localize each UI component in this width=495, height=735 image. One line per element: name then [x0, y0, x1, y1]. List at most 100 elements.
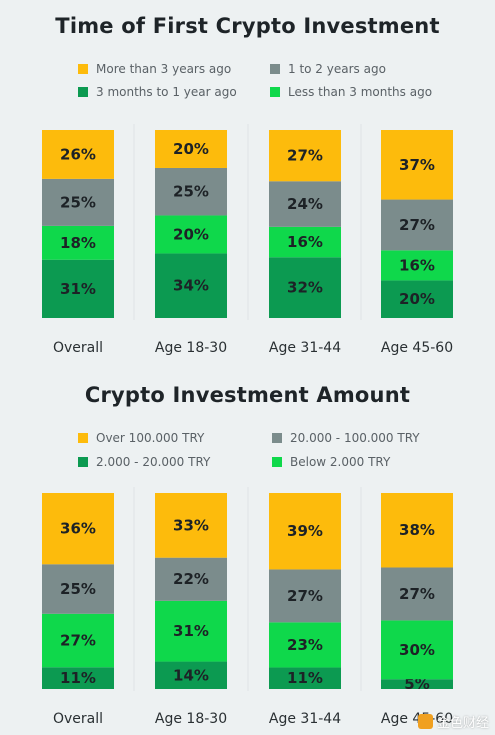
legend-label: 20.000 - 100.000 TRY [290, 431, 420, 445]
bar-segment [42, 178, 114, 226]
bar-segment [269, 622, 341, 668]
legend-swatch-gray [270, 64, 280, 74]
bar-segment [155, 253, 227, 318]
chart-legend: Over 100.000 TRY 20.000 - 100.000 TRY 2.… [0, 428, 495, 478]
data-label: 26% [60, 145, 96, 163]
stacked-bar-chart-investment-amount: 11% 27% 25% 36% Overall 14% 31% 22% 33% Age 18-30… [42, 487, 453, 727]
bar-segment [381, 620, 453, 680]
data-label: 39% [287, 522, 323, 540]
legend-item: Below 2.000 TRY [272, 455, 390, 469]
legend-item: More than 3 years ago [78, 62, 231, 76]
bar-segment [155, 167, 227, 216]
chart-panel-investment-amount: Crypto Investment Amount Over 100.000 TR… [0, 368, 495, 735]
data-label: 5% [404, 675, 429, 693]
bar-segment [155, 215, 227, 254]
bar-segment [269, 181, 341, 227]
data-label: 20% [173, 225, 209, 243]
bar-segment [381, 199, 453, 251]
legend-swatch-dark-green [78, 87, 88, 97]
bar-segment [42, 613, 114, 668]
category-label: Age 31-44 [269, 711, 341, 727]
data-label: 11% [287, 669, 323, 687]
bar-segment [269, 130, 341, 182]
bar-segment [381, 679, 453, 689]
bar-segment [155, 130, 227, 168]
legend-swatch-yellow [78, 64, 88, 74]
bar-segment [381, 493, 453, 568]
data-label: 25% [60, 193, 96, 211]
bar-segment [269, 493, 341, 570]
legend-item: 3 months to 1 year ago [78, 85, 237, 99]
legend-label: Below 2.000 TRY [290, 455, 391, 469]
data-label: 27% [287, 587, 323, 605]
bar-segment [155, 493, 227, 558]
legend-item: Less than 3 months ago [270, 85, 432, 99]
data-label: 20% [399, 290, 435, 308]
data-label: 31% [60, 280, 96, 298]
data-label: 36% [60, 520, 96, 538]
data-label: 14% [173, 666, 209, 684]
data-label: 31% [173, 622, 209, 640]
bar-segment [155, 661, 227, 689]
legend-label: 3 months to 1 year ago [96, 85, 237, 99]
legend-label: Over 100.000 TRY [96, 431, 205, 445]
watermark-logo-icon [417, 714, 433, 729]
stacked-bar-chart-first-investment: 31% 18% 25% 26% Overall 34% 20% 25% 20% Age 18-30… [42, 124, 453, 356]
legend-item: 1 to 2 years ago [270, 62, 386, 76]
watermark: 金色财经 [417, 712, 489, 731]
legend-label: 2.000 - 20.000 TRY [96, 455, 211, 469]
category-label: Overall [53, 711, 103, 727]
data-label: 22% [173, 570, 209, 588]
legend-item: 2.000 - 20.000 TRY [78, 455, 210, 469]
category-label: Age 45-60 [381, 340, 453, 356]
bar-segment [155, 557, 227, 601]
bar-segment [381, 250, 453, 281]
bar-segment [381, 130, 453, 200]
category-label: Overall [53, 340, 103, 356]
data-label: 11% [60, 669, 96, 687]
bar-segment [42, 225, 114, 260]
data-label: 37% [399, 156, 435, 174]
legend-label: 1 to 2 years ago [288, 62, 386, 76]
bar-segment [42, 259, 114, 318]
data-label: 16% [287, 233, 323, 251]
category-label: Age 45-60 [381, 711, 453, 727]
legend-label: More than 3 years ago [96, 62, 232, 76]
legend-swatch-gray [272, 433, 282, 443]
bar-segment [381, 567, 453, 621]
data-label: 34% [173, 277, 209, 295]
data-label: 27% [399, 585, 435, 603]
bar-segment [269, 569, 341, 623]
data-label: 24% [287, 195, 323, 213]
data-label: 33% [173, 516, 209, 534]
bar-segment [269, 226, 341, 258]
data-label: 30% [399, 641, 435, 659]
data-label: 32% [287, 279, 323, 297]
bar-segment [269, 667, 341, 689]
chart-legend: More than 3 years ago 1 to 2 years ago 3… [0, 58, 495, 108]
legend-item: Over 100.000 TRY [78, 431, 204, 445]
bar-segment [42, 493, 114, 565]
data-label: 16% [399, 256, 435, 274]
legend-swatch-light-green [270, 87, 280, 97]
data-label: 27% [399, 216, 435, 234]
chart-panel-first-investment: Time of First Crypto Investment More tha… [0, 0, 495, 365]
data-label: 38% [399, 521, 435, 539]
bar-segment [42, 130, 114, 179]
bar-segment [381, 280, 453, 318]
legend-swatch-dark-green [78, 457, 88, 467]
chart-title: Time of First Crypto Investment [55, 14, 440, 38]
data-label: 20% [173, 140, 209, 158]
bar-segment [155, 600, 227, 662]
data-label: 25% [60, 580, 96, 598]
data-label: 27% [60, 631, 96, 649]
legend-item: 20.000 - 100.000 TRY [272, 431, 420, 445]
category-label: Age 31-44 [269, 340, 341, 356]
category-label: Age 18-30 [155, 711, 227, 727]
category-label: Age 18-30 [155, 340, 227, 356]
bar-segment [42, 667, 114, 689]
bar-segment [42, 564, 114, 614]
legend-swatch-light-green [272, 457, 282, 467]
watermark-text: 金色财经 [436, 716, 489, 731]
data-label: 23% [287, 636, 323, 654]
